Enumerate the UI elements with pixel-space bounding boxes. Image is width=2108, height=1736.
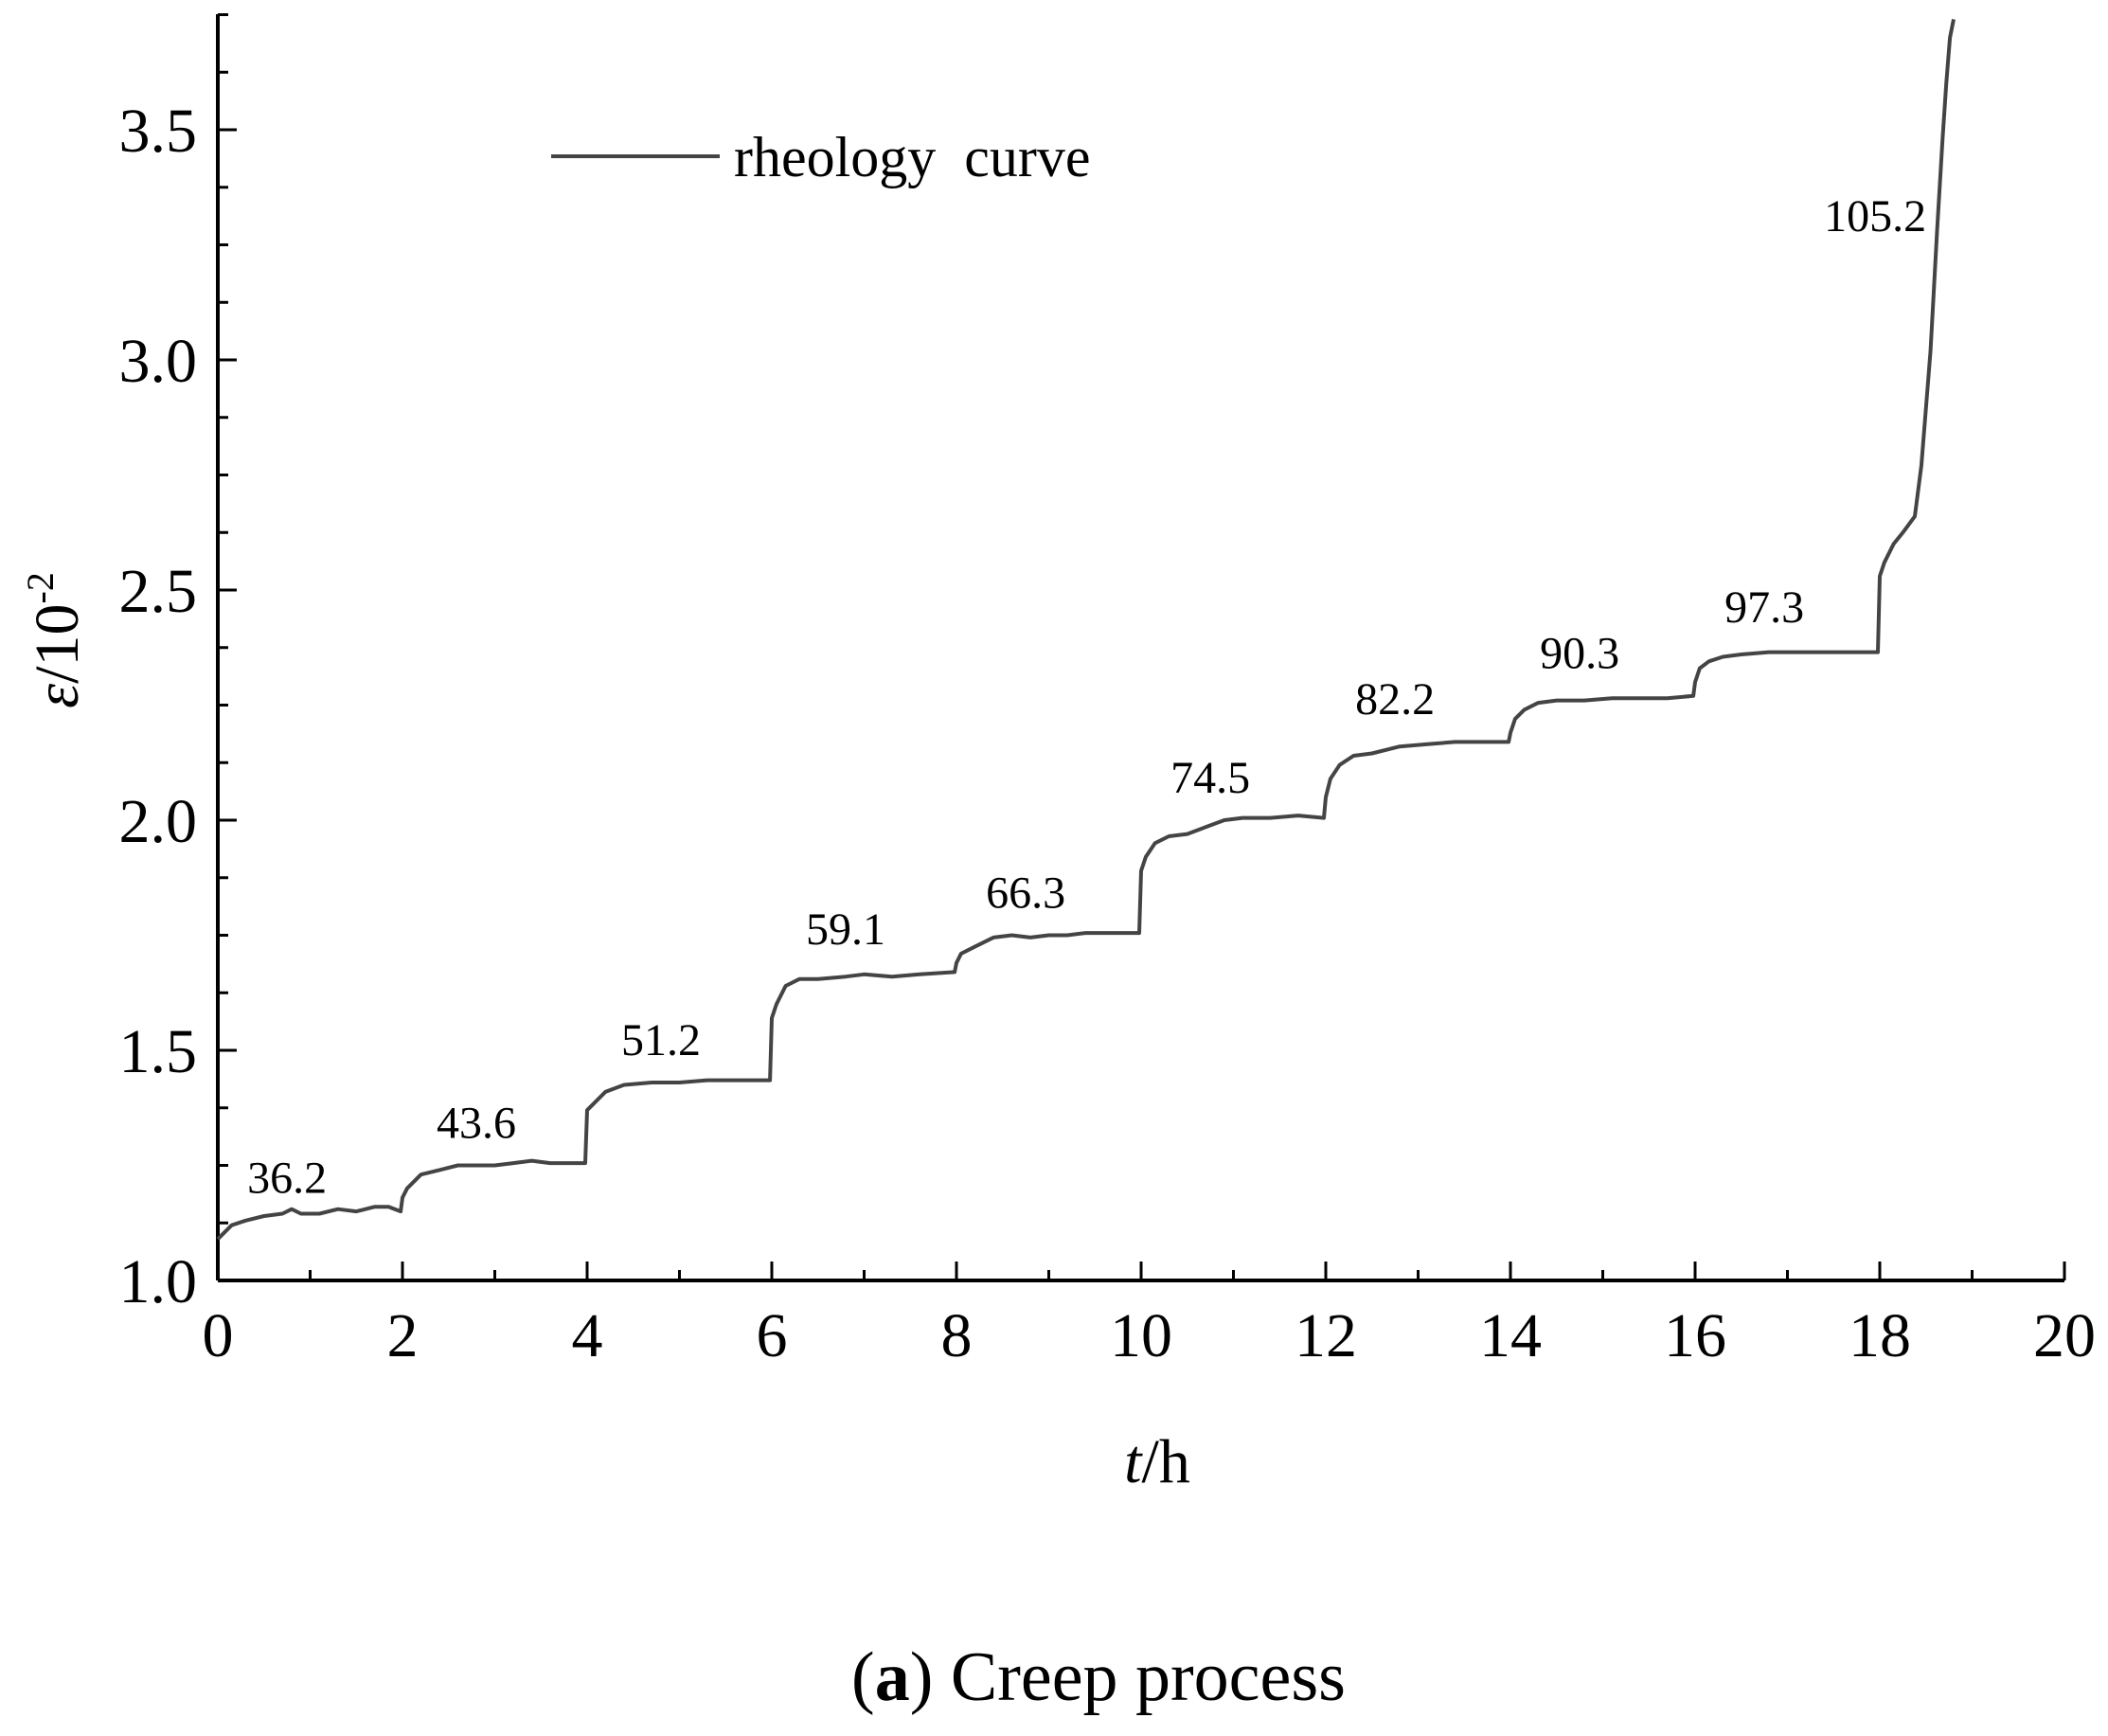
x-axis-title-symbol: t bbox=[1124, 1427, 1143, 1496]
x-axis-title-unit: /h bbox=[1142, 1427, 1190, 1496]
stage-label: 66.3 bbox=[986, 868, 1065, 918]
y-axis-title-exponent: -2 bbox=[19, 572, 62, 603]
y-tick-label: 1.5 bbox=[119, 1017, 198, 1086]
x-tick-label: 18 bbox=[1849, 1301, 1911, 1370]
caption-open-paren: ( bbox=[851, 1638, 875, 1716]
y-tick-label: 3.5 bbox=[119, 97, 198, 166]
series-line bbox=[216, 19, 1956, 1241]
stage-labels: 36.2 43.6 51.2 59.1 66.3 74.5 82.2 90.3 97.3 105.… bbox=[247, 191, 1926, 1204]
x-tick-label: 16 bbox=[1664, 1301, 1726, 1370]
x-tick-label: 20 bbox=[2033, 1301, 2096, 1370]
stage-label: 51.2 bbox=[621, 1015, 701, 1065]
axes: 0 2 4 6 8 10 12 14 16 18 20 1.0 1.5 2.0 2.5 3.0 3.5 bbox=[119, 13, 2096, 1370]
x-tick-label: 2 bbox=[387, 1301, 419, 1370]
x-tick-label: 0 bbox=[203, 1301, 234, 1370]
x-tick-label: 4 bbox=[572, 1301, 603, 1370]
stage-label: 105.2 bbox=[1824, 191, 1926, 242]
stage-label: 74.5 bbox=[1170, 753, 1250, 803]
x-tick-label: 12 bbox=[1295, 1301, 1357, 1370]
y-tick-label: 1.0 bbox=[119, 1247, 198, 1316]
y-tick-label: 2.0 bbox=[119, 787, 198, 856]
y-axis-title-symbol: ε bbox=[23, 684, 92, 708]
legend-label: rheology curve bbox=[734, 126, 1091, 188]
x-tick-label: 6 bbox=[757, 1301, 788, 1370]
x-tick-label: 14 bbox=[1479, 1301, 1542, 1370]
stage-label: 82.2 bbox=[1355, 674, 1435, 725]
y-tick-label: 2.5 bbox=[119, 557, 198, 626]
x-tick-label: 10 bbox=[1110, 1301, 1172, 1370]
x-axis-title: t/h bbox=[1124, 1427, 1190, 1496]
series-layer bbox=[216, 19, 1956, 1241]
stage-label: 97.3 bbox=[1724, 582, 1804, 633]
stage-label: 59.1 bbox=[806, 904, 885, 955]
stage-label: 36.2 bbox=[247, 1154, 327, 1204]
caption-close-paren: ) bbox=[910, 1638, 951, 1716]
legend: rheology curve bbox=[551, 126, 1091, 188]
stage-label: 90.3 bbox=[1540, 629, 1619, 679]
stage-label: 43.6 bbox=[437, 1098, 516, 1148]
y-axis-title: ε/10-2 bbox=[19, 572, 92, 708]
figure-caption: (a) Creep process bbox=[851, 1638, 1346, 1716]
caption-panel-letter: a bbox=[875, 1638, 910, 1716]
x-tick-label: 8 bbox=[941, 1301, 973, 1370]
y-tick-label: 3.0 bbox=[119, 327, 198, 396]
y-axis-title-unit: /10 bbox=[23, 603, 92, 683]
caption-text: Creep process bbox=[951, 1638, 1346, 1716]
